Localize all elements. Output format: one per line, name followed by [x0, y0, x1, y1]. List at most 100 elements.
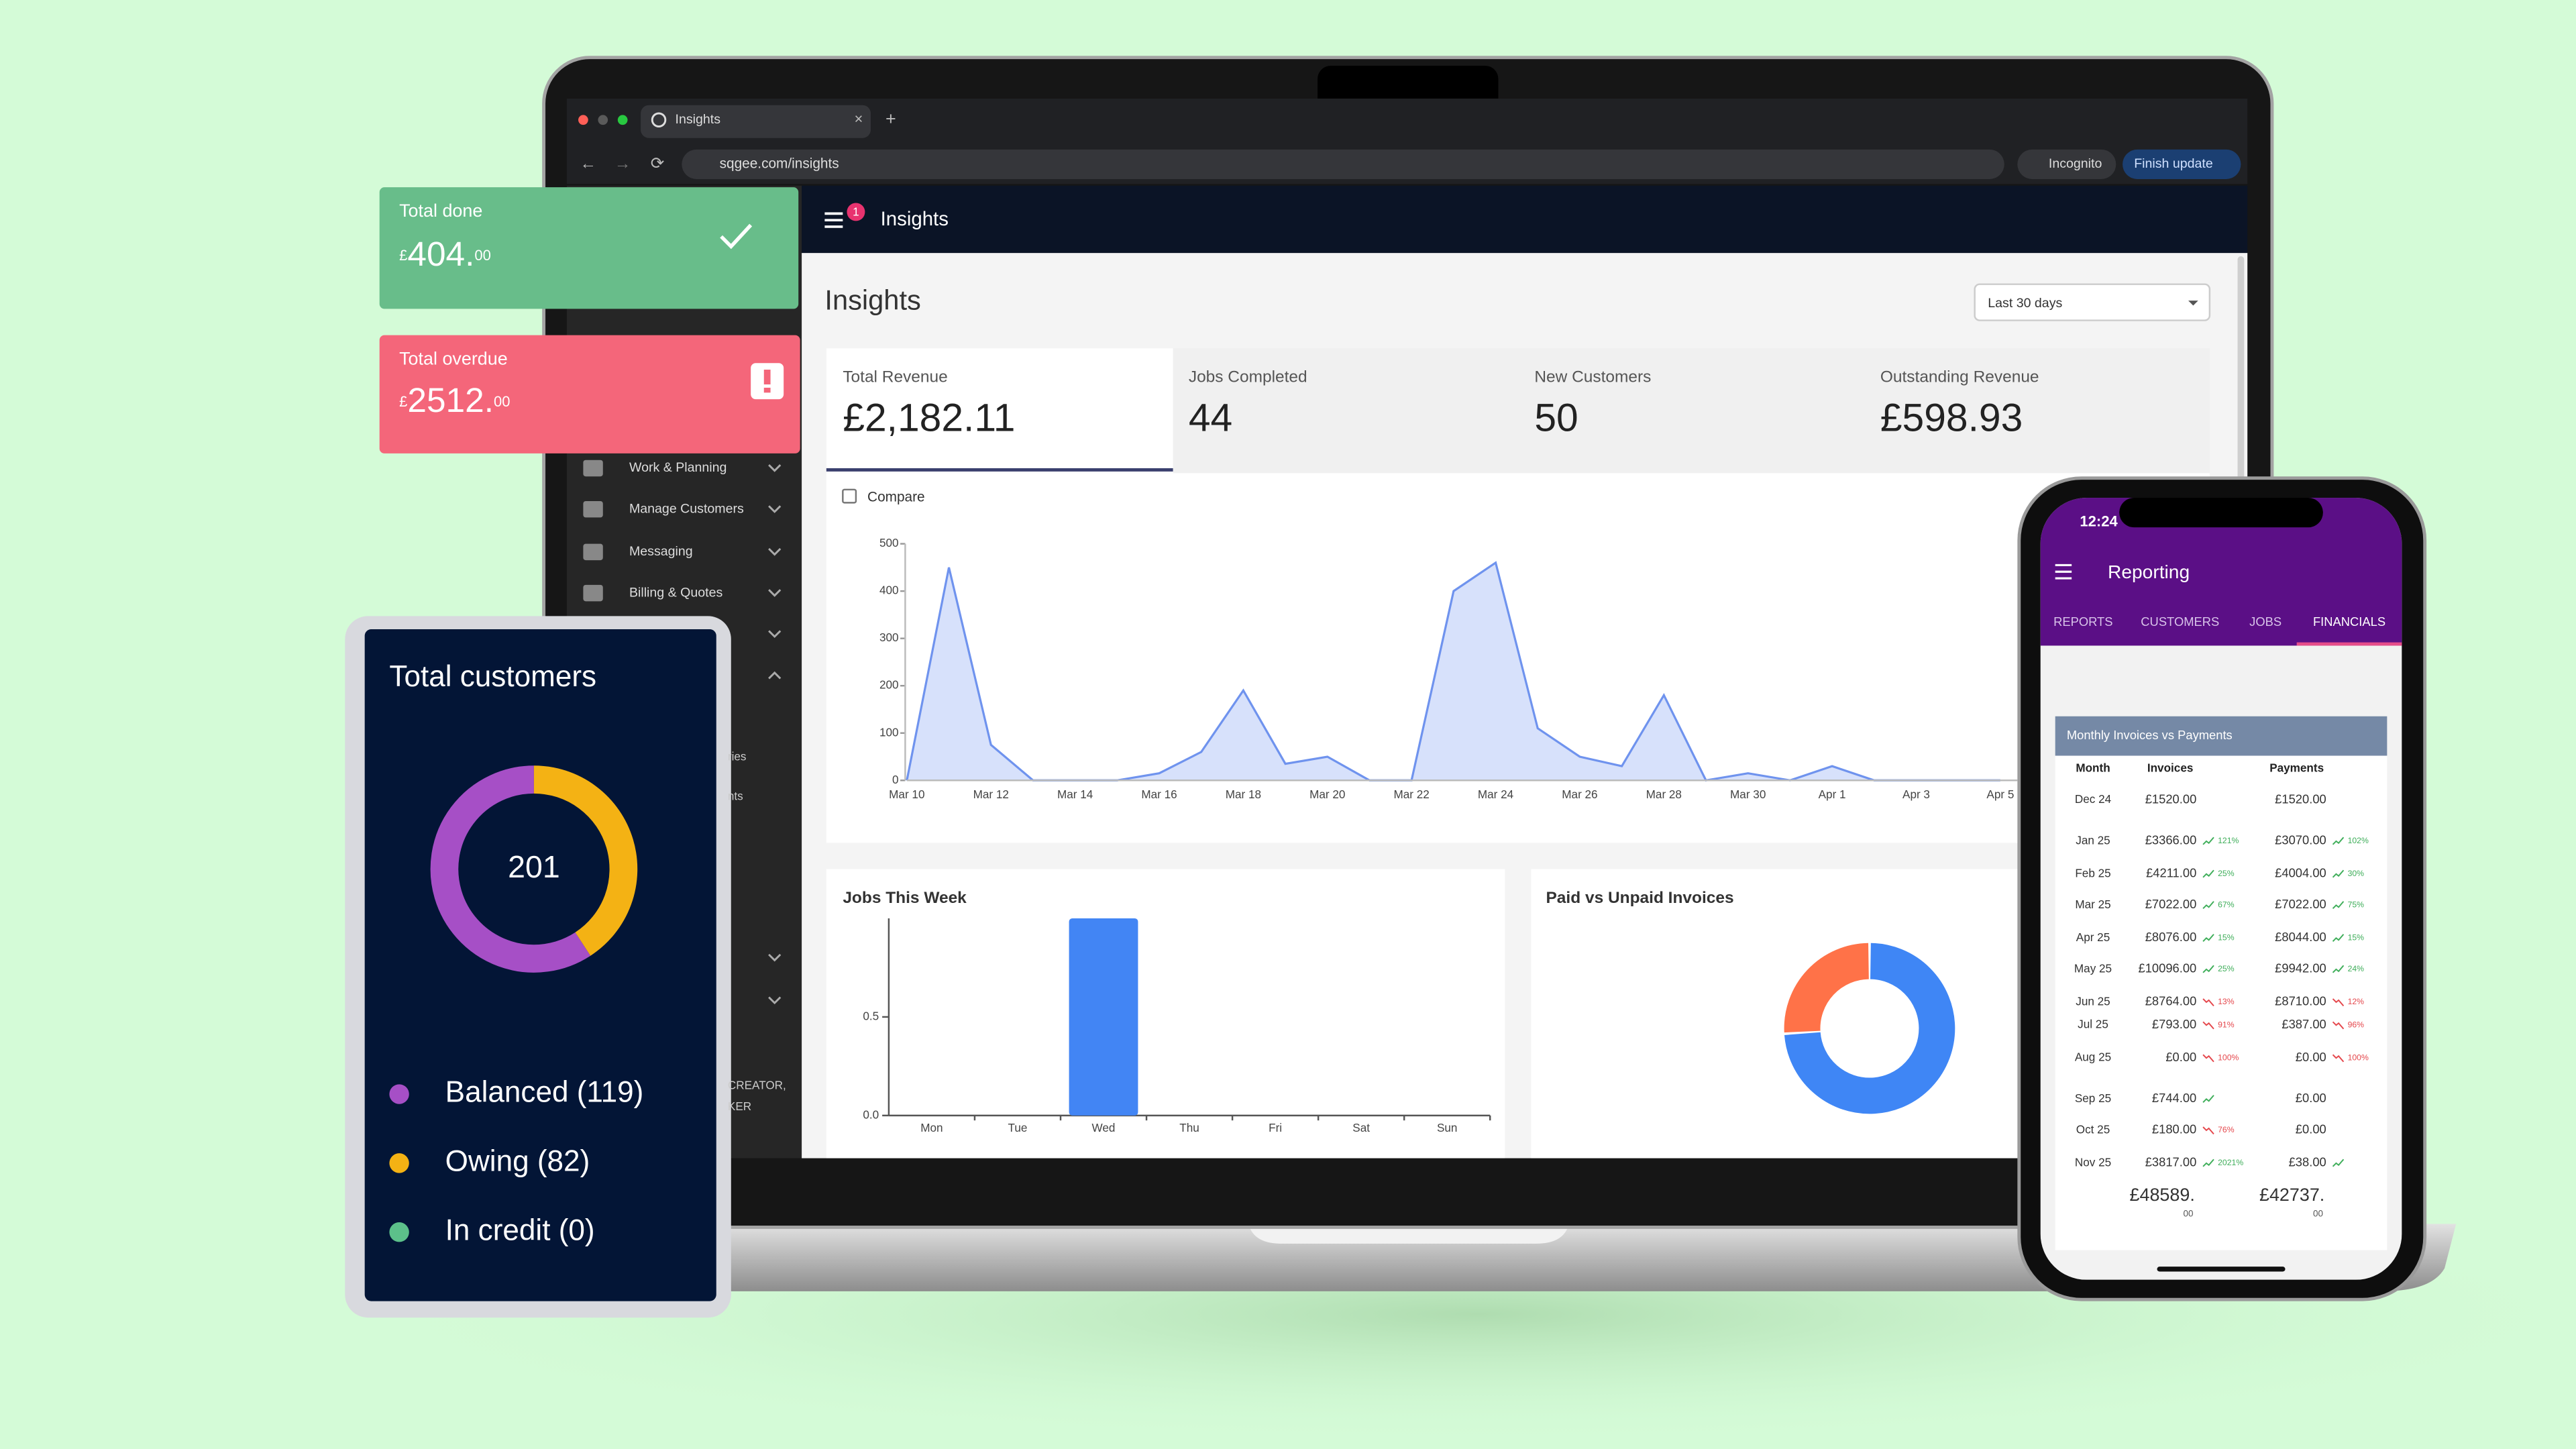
phone-tab[interactable]: JOBS [2249, 614, 2282, 629]
x-tick-label: Mar 28 [1646, 788, 1682, 801]
compare-checkbox[interactable] [842, 488, 857, 504]
chevron[interactable] [768, 630, 782, 639]
row-amount: £8044.00 [2275, 930, 2326, 944]
nav-forward[interactable]: → [614, 154, 631, 172]
phone-tab[interactable]: CUSTOMERS [2141, 614, 2219, 629]
trend-icon [2332, 837, 2345, 845]
chevron[interactable] [768, 464, 782, 472]
menu-icon[interactable] [824, 212, 843, 228]
nav-back[interactable]: ← [580, 154, 596, 172]
window-maximize[interactable] [617, 115, 628, 125]
status-time: 12:24 [2080, 513, 2118, 530]
window-close[interactable] [578, 115, 588, 125]
x-tick-label: Mar 18 [1226, 788, 1261, 801]
window-minimize[interactable] [598, 115, 608, 125]
row-change: 12% [2348, 997, 2365, 1006]
menu-fragment: nts [728, 789, 743, 802]
total-overdue-card [379, 335, 800, 453]
row-amount: £3817.00 [2145, 1155, 2197, 1169]
menu-item[interactable]: Billing & Quotes [629, 585, 723, 600]
row-change: 30% [2348, 869, 2365, 878]
legend-dot [389, 1153, 409, 1173]
total-fraction: 00 [2313, 1208, 2323, 1218]
amount-part: 404. [407, 234, 474, 273]
date-range-select[interactable] [1974, 283, 2211, 321]
menu-item[interactable]: Manage Customers [629, 501, 744, 516]
x-tick-label: Mar 14 [1057, 788, 1093, 801]
phone-tab[interactable]: FINANCIALS [2313, 614, 2385, 629]
chevron[interactable] [768, 953, 782, 962]
home-indicator [2157, 1267, 2286, 1272]
total-fraction: 00 [2184, 1208, 2194, 1218]
chevron[interactable] [768, 505, 782, 513]
menu-item[interactable]: Messaging [629, 544, 693, 559]
row-amount: £8076.00 [2145, 930, 2197, 944]
column-header: Month [2076, 761, 2110, 775]
donut-total: 201 [508, 849, 560, 884]
chevron[interactable] [768, 671, 782, 680]
date-range[interactable]: Last 30 days [1988, 296, 2062, 311]
x-tick-label: Apr 5 [1986, 788, 2014, 801]
update-button[interactable] [2123, 149, 2241, 179]
row-change: 100% [2218, 1053, 2239, 1062]
phone-card [2055, 716, 2387, 1250]
x-tick-label: Mon [920, 1121, 943, 1134]
new-tab[interactable]: + [885, 109, 896, 129]
row-change: 15% [2348, 933, 2365, 943]
amount-part: £ [399, 247, 407, 264]
tab-title[interactable]: Insights [676, 112, 721, 127]
kpi-active[interactable] [826, 348, 1173, 474]
menu-fragment: CREATOR, [728, 1078, 786, 1091]
tab-close[interactable]: × [854, 111, 863, 127]
chevron[interactable] [768, 547, 782, 556]
row-amount: £4004.00 [2275, 866, 2326, 880]
phone-menu-icon[interactable] [2055, 564, 2072, 580]
y-tick-label: 0.5 [863, 1009, 879, 1022]
incognito-chip[interactable] [2017, 149, 2116, 179]
y-tick-label: 300 [879, 631, 899, 644]
row-month: Aug 25 [2075, 1051, 2111, 1064]
trend-icon [2202, 1054, 2214, 1063]
row-amount: £8764.00 [2145, 994, 2197, 1008]
trend-icon [2202, 1159, 2214, 1167]
kpi-value: 44 [1189, 396, 1232, 439]
chevron[interactable] [768, 996, 782, 1005]
update-label[interactable]: Finish update [2134, 156, 2213, 171]
menu-fragment: KER [728, 1099, 751, 1113]
browser-tab[interactable] [641, 105, 871, 138]
x-tick-label: Sun [1437, 1121, 1457, 1134]
row-amount: £3070.00 [2275, 833, 2326, 847]
row-month: Nov 25 [2075, 1155, 2111, 1169]
notification-badge[interactable] [847, 203, 865, 221]
revenue-area [906, 562, 2000, 781]
address-bar[interactable] [682, 149, 2004, 179]
row-change: 96% [2348, 1020, 2365, 1029]
nav-reload[interactable]: ⟳ [651, 154, 665, 172]
x-tick-label: Mar 10 [889, 788, 924, 801]
chevron[interactable] [768, 589, 782, 597]
row-month: Oct 25 [2076, 1122, 2110, 1136]
row-change: 91% [2218, 1020, 2235, 1029]
phone-notch [2119, 498, 2323, 528]
trend-icon [2202, 998, 2214, 1007]
row-amount: £744.00 [2152, 1091, 2196, 1105]
url[interactable]: sqgee.com/insights [720, 156, 839, 171]
trend-icon [2202, 869, 2214, 878]
menu-item[interactable]: Work & Planning [629, 460, 727, 475]
incognito-label[interactable]: Incognito [2049, 156, 2102, 171]
legend-label: In credit (0) [445, 1214, 595, 1246]
trend-icon [2202, 1126, 2214, 1135]
card-title: Total customers [389, 660, 596, 693]
app-bar [802, 185, 2248, 254]
phone-tab[interactable]: REPORTS [2053, 614, 2112, 629]
bar [1069, 918, 1138, 1116]
row-month: Sep 25 [2075, 1091, 2111, 1105]
card-label: Total done [399, 201, 482, 221]
row-amount: £7022.00 [2145, 897, 2197, 911]
total-amount: £48589. [2130, 1185, 2195, 1205]
trend-icon [2202, 901, 2214, 909]
row-change: 67% [2218, 900, 2235, 910]
tab-icon [651, 112, 667, 128]
row-amount: £7022.00 [2275, 897, 2326, 911]
compare-label: Compare [867, 490, 925, 505]
